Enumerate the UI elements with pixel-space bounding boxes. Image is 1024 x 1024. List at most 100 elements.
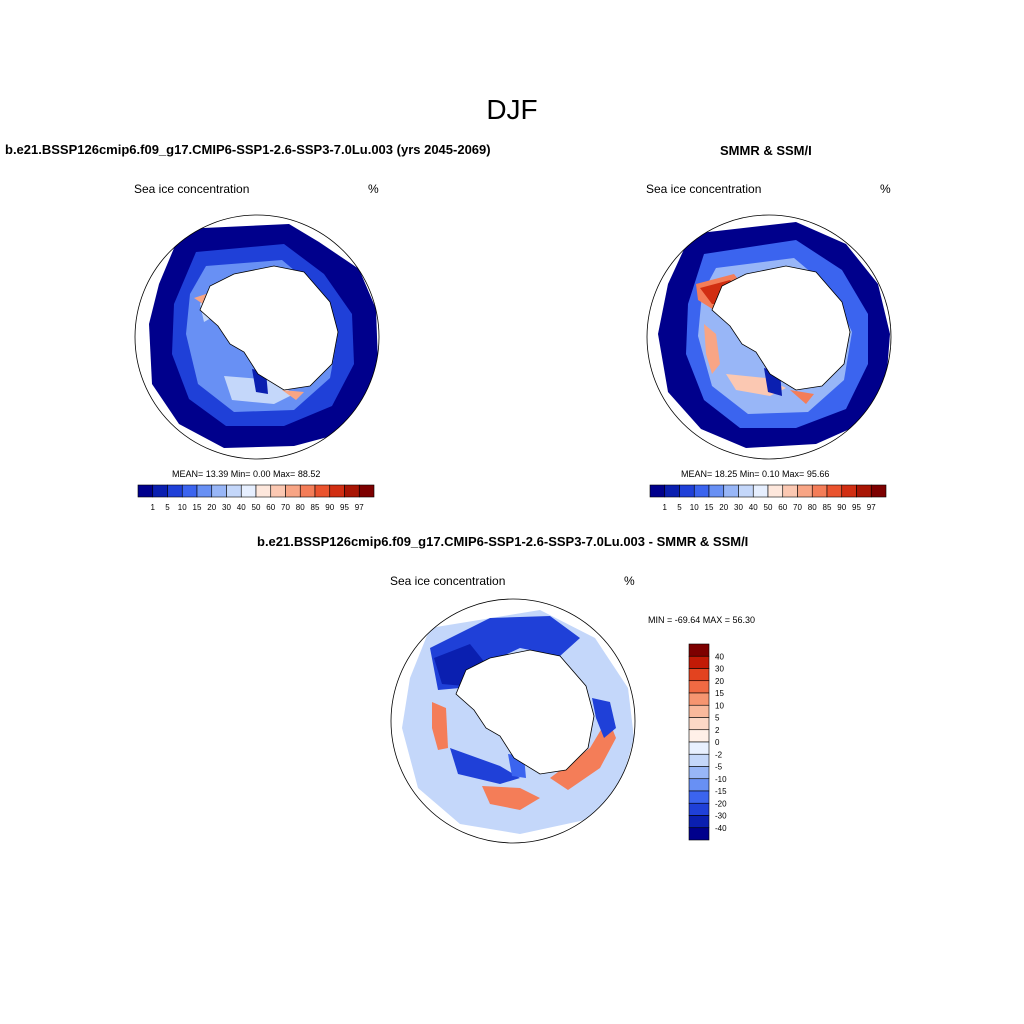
colorbar-swatch [752, 484, 769, 498]
colorbar-tick-label: 60 [778, 503, 787, 512]
colorbar-swatch [688, 753, 710, 767]
colorbar-swatch [708, 484, 725, 498]
colorbar-tick-label: 15 [715, 689, 724, 698]
obs-panel-title: SMMR & SSM/I [720, 143, 812, 158]
colorbar-swatch [782, 484, 798, 498]
colorbar-tick-label: 95 [340, 503, 349, 512]
colorbar-tick-label: 70 [281, 503, 290, 512]
colorbar-tick-label: 20 [719, 503, 728, 512]
colorbar-swatch [664, 484, 680, 498]
colorbar-swatch [152, 484, 168, 498]
colorbar-swatch [344, 484, 360, 498]
colorbar-swatch [314, 484, 331, 498]
colorbar-swatch [255, 484, 272, 498]
colorbar-swatch [270, 484, 286, 498]
colorbar-swatch [688, 729, 710, 743]
colorbar-swatch [870, 484, 887, 498]
colorbar-tick-label: 15 [705, 503, 714, 512]
colorbar-tick-label: 70 [793, 503, 802, 512]
colorbar-tick-label: 2 [715, 726, 720, 735]
colorbar-tick-label: 85 [311, 503, 320, 512]
colorbar-tick-label: 0 [715, 738, 720, 747]
colorbar-tick-label: 97 [355, 503, 364, 512]
colorbar-tick-label: -40 [715, 824, 727, 833]
diff-panel-title: b.e21.BSSP126cmip6.f09_g17.CMIP6-SSP1-2.… [257, 534, 749, 549]
colorbar-tick-label: 30 [222, 503, 231, 512]
colorbar-swatch [738, 484, 754, 498]
colorbar-swatch [358, 484, 375, 498]
colorbar-tick-label: -5 [715, 763, 723, 772]
colorbar-tick-label: 85 [823, 503, 832, 512]
colorbar-tick-label: 40 [237, 503, 246, 512]
colorbar-swatch [226, 484, 242, 498]
colorbar-tick-label: 50 [252, 503, 261, 512]
obs-polar-map [646, 214, 892, 460]
colorbar-swatch [688, 704, 710, 718]
colorbar-tick-label: -30 [715, 812, 727, 821]
colorbar-tick-label: 1 [151, 503, 156, 512]
colorbar-swatch [688, 741, 710, 755]
colorbar-swatch [299, 484, 316, 498]
colorbar-tick-label: 97 [867, 503, 876, 512]
colorbar-swatch [688, 655, 710, 669]
model-panel-title: b.e21.BSSP126cmip6.f09_g17.CMIP6-SSP1-2.… [5, 142, 491, 157]
colorbar-tick-label: -2 [715, 750, 723, 759]
colorbar-swatch [688, 692, 710, 706]
colorbar-swatch [285, 484, 301, 498]
colorbar-tick-label: 60 [266, 503, 275, 512]
model-units-label: % [368, 182, 379, 196]
colorbar-tick-label: 40 [715, 652, 724, 661]
diff-units-label: % [624, 574, 635, 588]
colorbar-swatch [688, 668, 710, 682]
colorbar-tick-label: 5 [165, 503, 170, 512]
colorbar-swatch [329, 484, 345, 498]
colorbar-swatch [688, 815, 710, 829]
model-colorbar: 1 5 10 15 20 30 40 50 60 70 80 85 90 95 97 [137, 484, 375, 512]
colorbar-swatch [856, 484, 872, 498]
main-title: DJF [486, 94, 538, 125]
colorbar-tick-label: 20 [207, 503, 216, 512]
colorbar-tick-label: 90 [325, 503, 334, 512]
colorbar-swatch [767, 484, 784, 498]
colorbar-tick-label: 30 [715, 665, 724, 674]
colorbar-tick-label: 95 [852, 503, 861, 512]
colorbar-tick-label: 80 [296, 503, 305, 512]
colorbar-tick-label: -15 [715, 787, 727, 796]
model-variable-label: Sea ice concentration [134, 182, 250, 196]
colorbar-tick-label: 1 [663, 503, 668, 512]
diff-stats: MIN = -69.64 MAX = 56.30 [648, 615, 756, 625]
colorbar-tick-label: 10 [178, 503, 187, 512]
colorbar-swatch [688, 643, 710, 657]
colorbar-tick-label: 30 [734, 503, 743, 512]
colorbar-swatch [196, 484, 213, 498]
colorbar-swatch [688, 778, 710, 792]
colorbar-tick-label: 40 [749, 503, 758, 512]
colorbar-tick-label: 20 [715, 677, 724, 686]
colorbar-swatch [688, 717, 710, 731]
colorbar-swatch [723, 484, 739, 498]
obs-units-label: % [880, 182, 891, 196]
obs-colorbar: 1 5 10 15 20 30 40 50 60 70 80 85 90 95 97 [649, 484, 887, 512]
colorbar-tick-label: 90 [837, 503, 846, 512]
colorbar-swatch [688, 802, 710, 816]
diff-variable-label: Sea ice concentration [390, 574, 506, 588]
colorbar-swatch [211, 484, 227, 498]
colorbar-tick-label: -20 [715, 799, 727, 808]
colorbar-swatch [240, 484, 257, 498]
colorbar-swatch [679, 484, 695, 498]
colorbar-swatch [688, 680, 710, 694]
diff-polar-map [390, 598, 636, 844]
model-polar-map [134, 214, 380, 460]
model-stats: MEAN= 13.39 Min= 0.00 Max= 88.52 [172, 469, 321, 479]
colorbar-swatch [688, 790, 710, 804]
obs-variable-label: Sea ice concentration [646, 182, 762, 196]
colorbar-swatch [167, 484, 183, 498]
colorbar-tick-label: 10 [715, 701, 724, 710]
colorbar-swatch [649, 484, 666, 498]
colorbar-swatch [841, 484, 857, 498]
colorbar-swatch [811, 484, 828, 498]
colorbar-tick-label: 10 [690, 503, 699, 512]
colorbar-tick-label: 5 [715, 714, 720, 723]
colorbar-swatch [826, 484, 843, 498]
